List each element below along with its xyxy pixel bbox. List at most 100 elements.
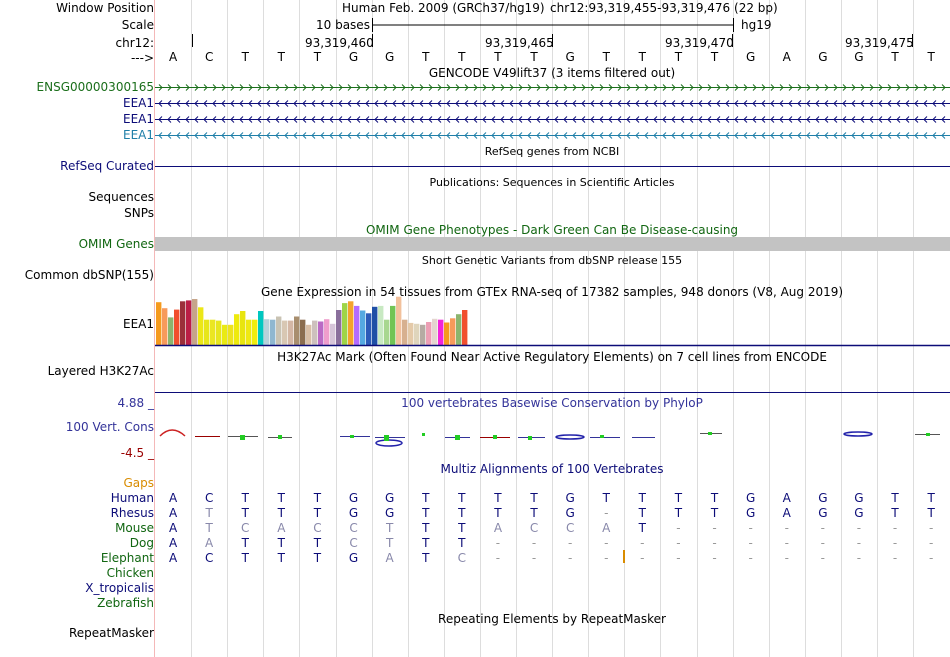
- gtex-bar: [300, 319, 306, 345]
- alignment-base: T: [422, 491, 430, 505]
- reference-base: T: [313, 50, 322, 64]
- alignment-base: T: [241, 536, 249, 550]
- alignment-base: A: [168, 491, 178, 505]
- gtex-bar: [204, 319, 210, 345]
- insertion-mark: [623, 550, 625, 563]
- alignment-base: T: [458, 521, 466, 535]
- gtex-bar: [342, 303, 348, 345]
- gene-label-ensg[interactable]: ENSG00000300165: [36, 80, 154, 94]
- alignment-base: T: [458, 491, 466, 505]
- alignment-base: C: [313, 521, 322, 535]
- snps-label[interactable]: SNPs: [124, 206, 154, 220]
- alignment-base: G: [384, 506, 395, 520]
- grid-line: [624, 0, 625, 657]
- gtex-bar: [450, 318, 456, 345]
- reference-base: C: [204, 50, 214, 64]
- alignment-base: -: [856, 536, 862, 550]
- alignment-base: -: [892, 551, 898, 565]
- reference-base: G: [818, 50, 828, 64]
- alignment-base: -: [784, 521, 789, 535]
- alignment-base: T: [422, 551, 430, 565]
- coord-tick-label: 93,319,460: [305, 36, 374, 50]
- gene-eea1-1: [155, 100, 950, 107]
- cons-max-label: 4.88 _: [117, 396, 154, 410]
- alignment-base: -: [712, 536, 717, 550]
- alignment-base: -: [892, 521, 898, 535]
- alignment-base: T: [277, 491, 286, 505]
- alignment-base: -: [676, 521, 681, 535]
- alignment-base: A: [168, 506, 178, 520]
- cons-min-label: -4.5 _: [120, 446, 154, 460]
- alignment-base: T: [638, 506, 647, 520]
- alignment-base: T: [674, 506, 683, 520]
- alignment-base: -: [784, 536, 789, 550]
- alignment-base: T: [313, 491, 322, 505]
- alignment-base: T: [710, 506, 719, 520]
- alignment-base: T: [638, 491, 647, 505]
- alignment-base: T: [385, 521, 394, 535]
- conservation-marks: [159, 429, 940, 447]
- alignment-base: -: [676, 536, 681, 550]
- reference-base: T: [530, 50, 538, 64]
- alignment-base: -: [928, 551, 934, 565]
- sequences-label[interactable]: Sequences: [88, 190, 154, 204]
- gtex-bar: [414, 323, 420, 345]
- gene-label-eea1-1[interactable]: EEA1: [122, 96, 154, 110]
- gene-eea1-2: [155, 116, 950, 123]
- grid-line: [552, 0, 553, 657]
- reference-base: G: [348, 50, 359, 64]
- strand-arrow-label: --->: [130, 51, 154, 65]
- reference-base: A: [168, 50, 178, 64]
- gtex-bar: [174, 309, 180, 345]
- reference-base: T: [674, 50, 683, 64]
- gtex-bar: [432, 318, 438, 345]
- grid-line: [191, 0, 192, 657]
- gtex-bar: [306, 324, 312, 345]
- coord-tick-label: 93,319,475: [845, 36, 914, 50]
- alignment-base: T: [313, 536, 322, 550]
- reference-base: T: [891, 50, 899, 64]
- gtex-bar: [408, 322, 414, 345]
- gtex-bar: [210, 319, 216, 345]
- alignment-base: -: [784, 551, 789, 565]
- gtex-bar: [156, 302, 162, 345]
- alignment-base: C: [241, 521, 250, 535]
- alignment-base: T: [205, 521, 213, 535]
- alignment-base: T: [458, 536, 466, 550]
- refseq-label[interactable]: RefSeq Curated: [60, 159, 154, 173]
- alignment-base: A: [493, 521, 503, 535]
- alignment-base: -: [495, 551, 501, 565]
- alignment-base: -: [567, 536, 573, 550]
- reference-base: T: [638, 50, 647, 64]
- alignment-base: T: [313, 506, 322, 520]
- gtex-bar: [192, 299, 198, 345]
- gene-label-eea1-3[interactable]: EEA1: [122, 128, 154, 142]
- grid-line: [805, 0, 806, 657]
- alignment-base: T: [494, 506, 502, 520]
- alignment-base: G: [818, 506, 828, 520]
- gene-label-eea1-2[interactable]: EEA1: [122, 112, 154, 126]
- gene-eea1-3: [155, 132, 950, 139]
- alignment-base: -: [820, 521, 826, 535]
- h3k27ac-label[interactable]: Layered H3K27Ac: [47, 364, 154, 378]
- alignment-base: -: [604, 536, 609, 550]
- repeatmasker-label[interactable]: RepeatMasker: [68, 626, 154, 640]
- gtex-bar: [246, 319, 252, 345]
- alignment-base: -: [712, 521, 717, 535]
- alignment-base: T: [927, 506, 935, 520]
- alignment-base: T: [458, 506, 466, 520]
- alignment-base: A: [168, 551, 178, 565]
- alignment-base: C: [349, 521, 358, 535]
- scale-label: Scale: [121, 18, 154, 32]
- cons-label[interactable]: 100 Vert. Cons: [65, 420, 154, 434]
- species-label-elephant: Elephant: [100, 551, 154, 565]
- omim-genes-label[interactable]: OMIM Genes: [78, 237, 154, 251]
- coord-tick-label: 93,319,465: [485, 36, 554, 50]
- grid-line: [299, 0, 300, 657]
- gtex-gene-label[interactable]: EEA1: [122, 317, 154, 331]
- dbsnp-label[interactable]: Common dbSNP(155): [24, 268, 154, 282]
- ruler-ticks: [192, 34, 913, 47]
- alignment-base: -: [495, 536, 501, 550]
- gtex-bar: [336, 310, 342, 345]
